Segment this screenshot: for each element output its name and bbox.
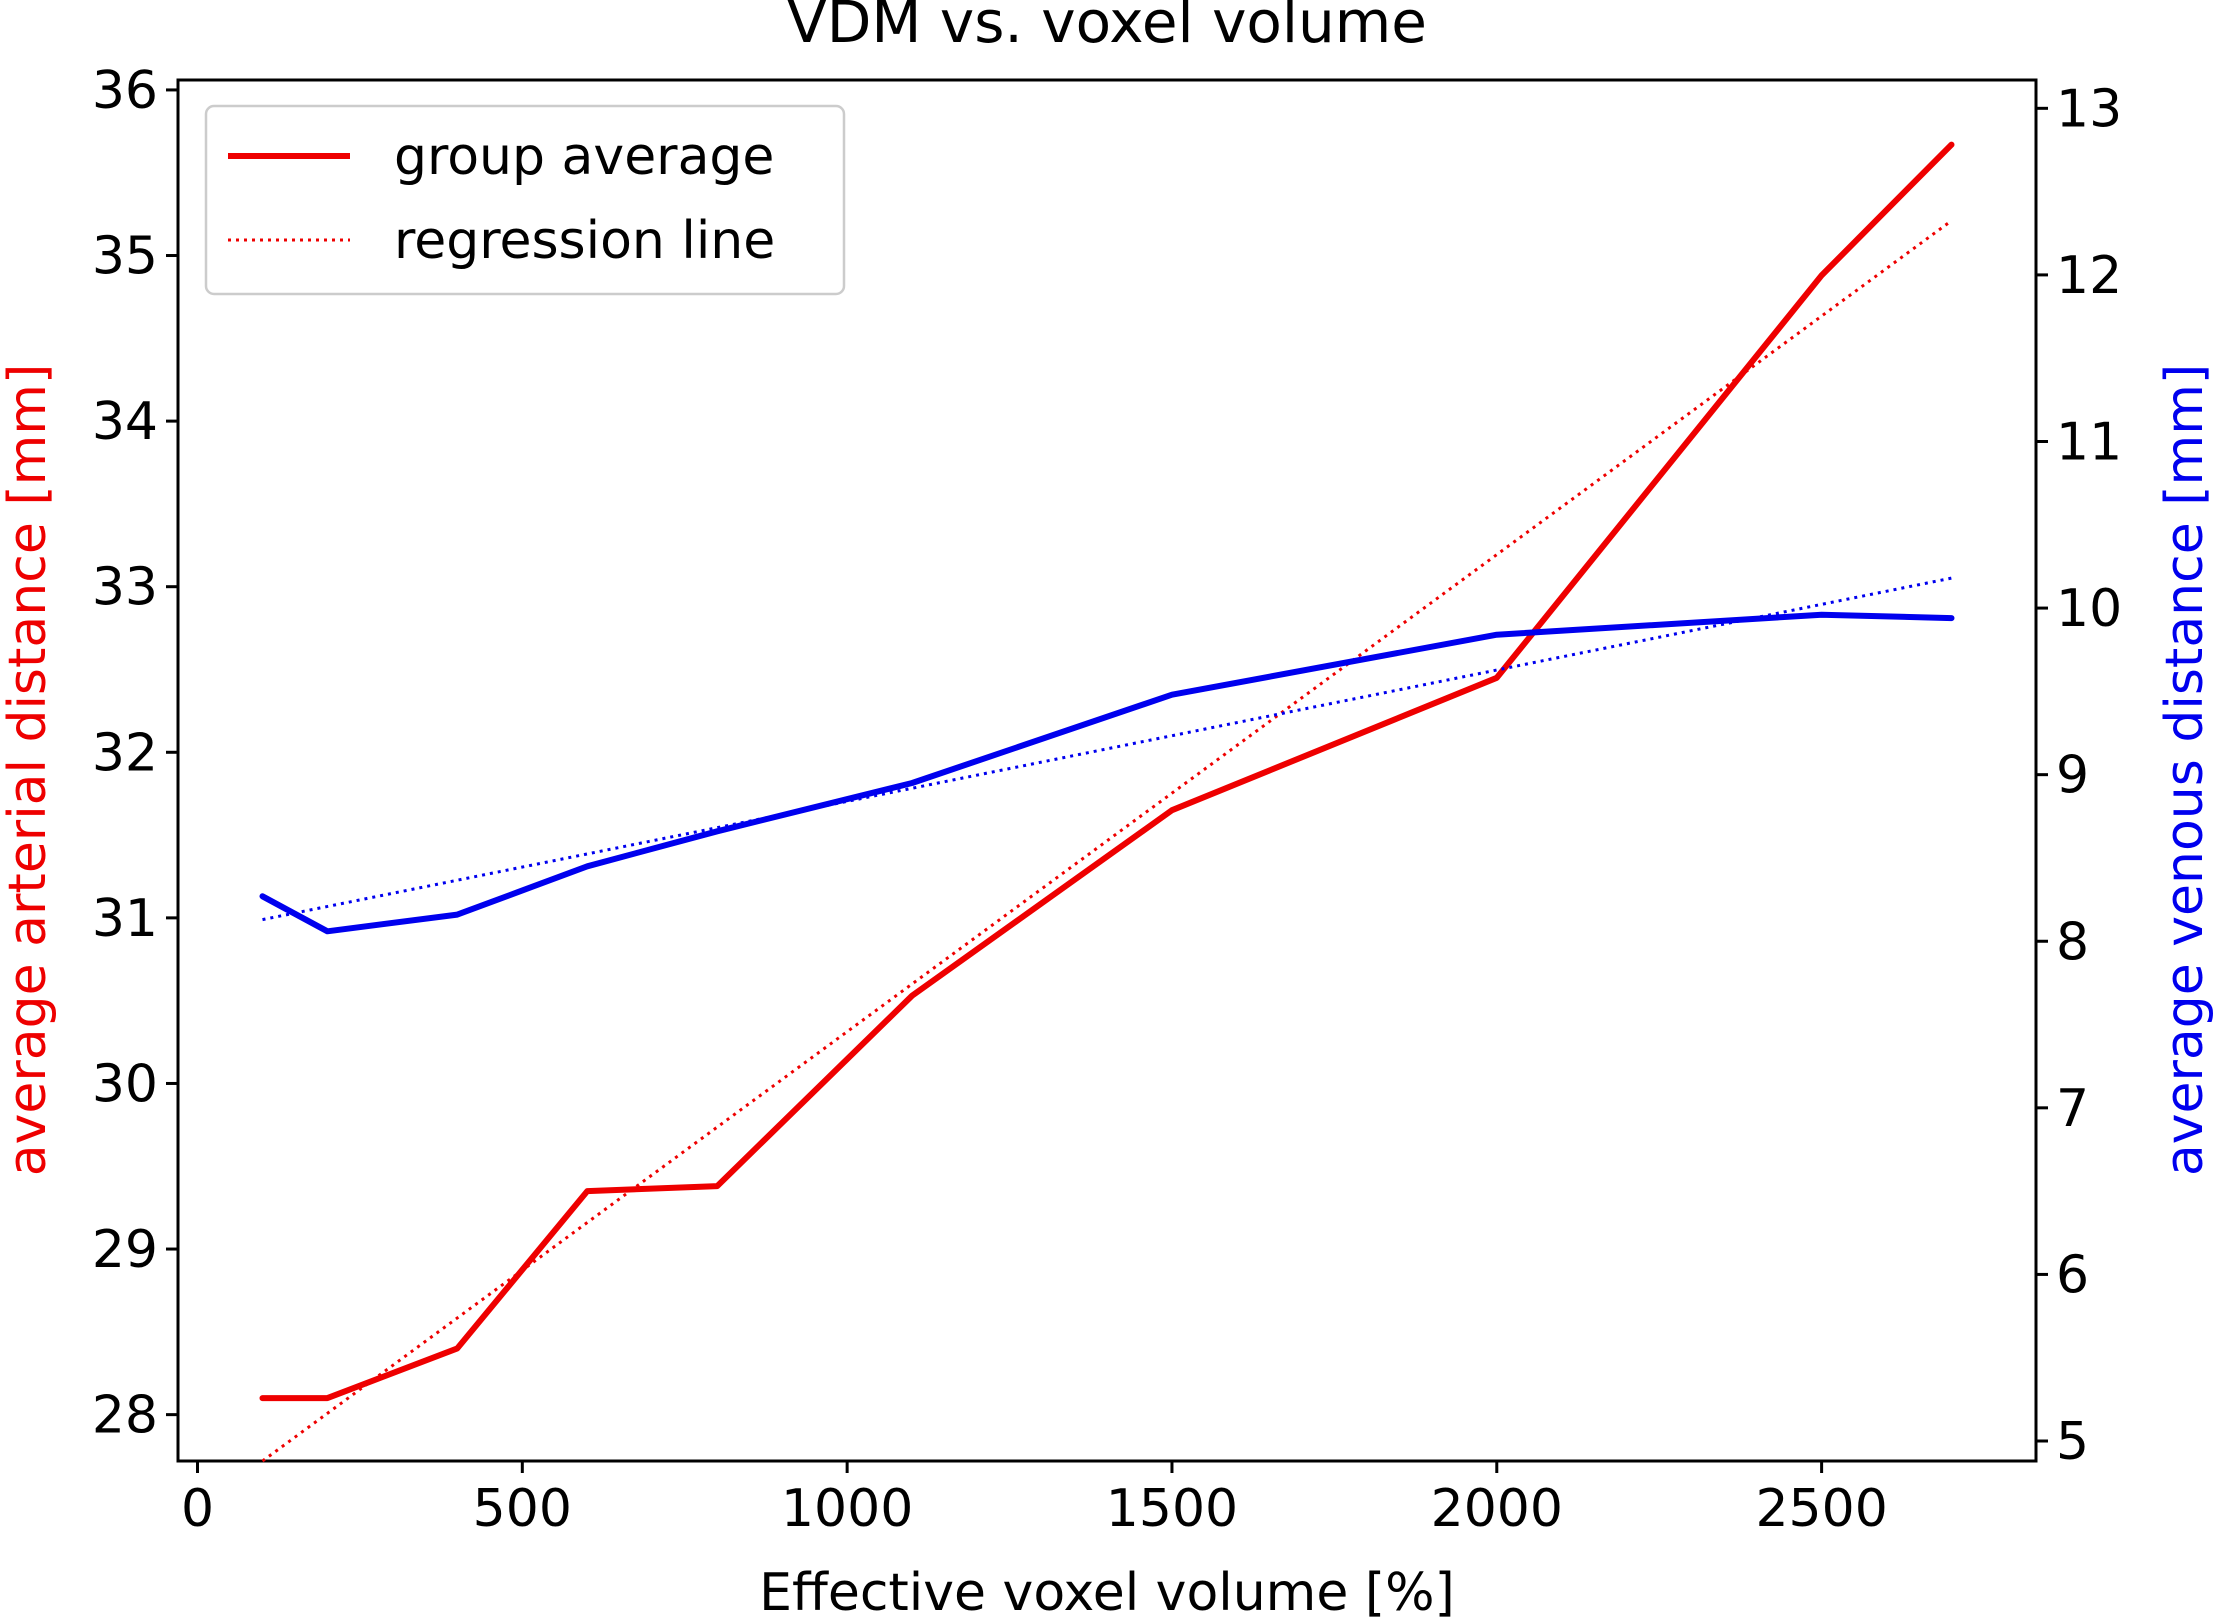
y-tick-label: 32 xyxy=(92,723,158,783)
y-tick-label: 31 xyxy=(92,889,158,949)
legend: group average regression line xyxy=(204,104,846,296)
x-tick-label: 2500 xyxy=(1755,1479,1887,1539)
y2-tick-label: 11 xyxy=(2056,412,2122,472)
legend-box xyxy=(204,104,846,296)
x-tick-label: 500 xyxy=(473,1479,572,1539)
y2-tick-label: 6 xyxy=(2056,1245,2089,1305)
x-tick-label: 1500 xyxy=(1106,1479,1238,1539)
y-tick-label: 34 xyxy=(92,392,158,452)
y2-tick-label: 12 xyxy=(2056,246,2122,306)
x-tick-label: 0 xyxy=(181,1479,214,1539)
series-venous-group-average xyxy=(259,611,1955,935)
legend-label-regression-line: regression line xyxy=(394,211,775,271)
y-tick-label: 35 xyxy=(92,227,158,287)
y2-tick-label: 10 xyxy=(2056,579,2122,639)
y2-tick-label: 13 xyxy=(2056,79,2122,139)
series-arterial-regression-line xyxy=(261,219,1953,1463)
x-tick-label: 1000 xyxy=(781,1479,913,1539)
y-axis-right: 5 6 7 8 9 10 11 12 13 xyxy=(2036,79,2122,1472)
legend-label-group-average: group average xyxy=(394,127,774,187)
chart-title: VDM vs. voxel volume xyxy=(787,0,1427,56)
y-tick-label: 33 xyxy=(92,558,158,618)
series-layer xyxy=(259,141,1955,1463)
y2-tick-label: 7 xyxy=(2056,1079,2089,1139)
y2-tick-label: 5 xyxy=(2056,1412,2089,1472)
y2-tick-label: 8 xyxy=(2056,912,2089,972)
y-axis-left: 28 29 30 31 32 33 34 35 36 xyxy=(92,61,178,1446)
x-tick-label: 2000 xyxy=(1431,1479,1563,1539)
y-tick-label: 28 xyxy=(92,1386,158,1446)
y-tick-label: 29 xyxy=(92,1220,158,1280)
y-tick-label: 36 xyxy=(92,61,158,121)
series-arterial-group-average xyxy=(259,141,1955,1402)
x-axis: 0 500 1000 1500 2000 2500 xyxy=(181,1461,1888,1539)
series-venous-regression-line xyxy=(262,576,1952,922)
x-axis-label: Effective voxel volume [%] xyxy=(759,1563,1455,1623)
y2-tick-label: 9 xyxy=(2056,746,2089,806)
plot-area-frame xyxy=(176,78,2038,1463)
y-tick-label: 30 xyxy=(92,1054,158,1114)
y-axis-right-label: average venous distance [mm] xyxy=(2155,364,2214,1176)
y-axis-left-label: average arterial distance [mm] xyxy=(0,364,58,1176)
